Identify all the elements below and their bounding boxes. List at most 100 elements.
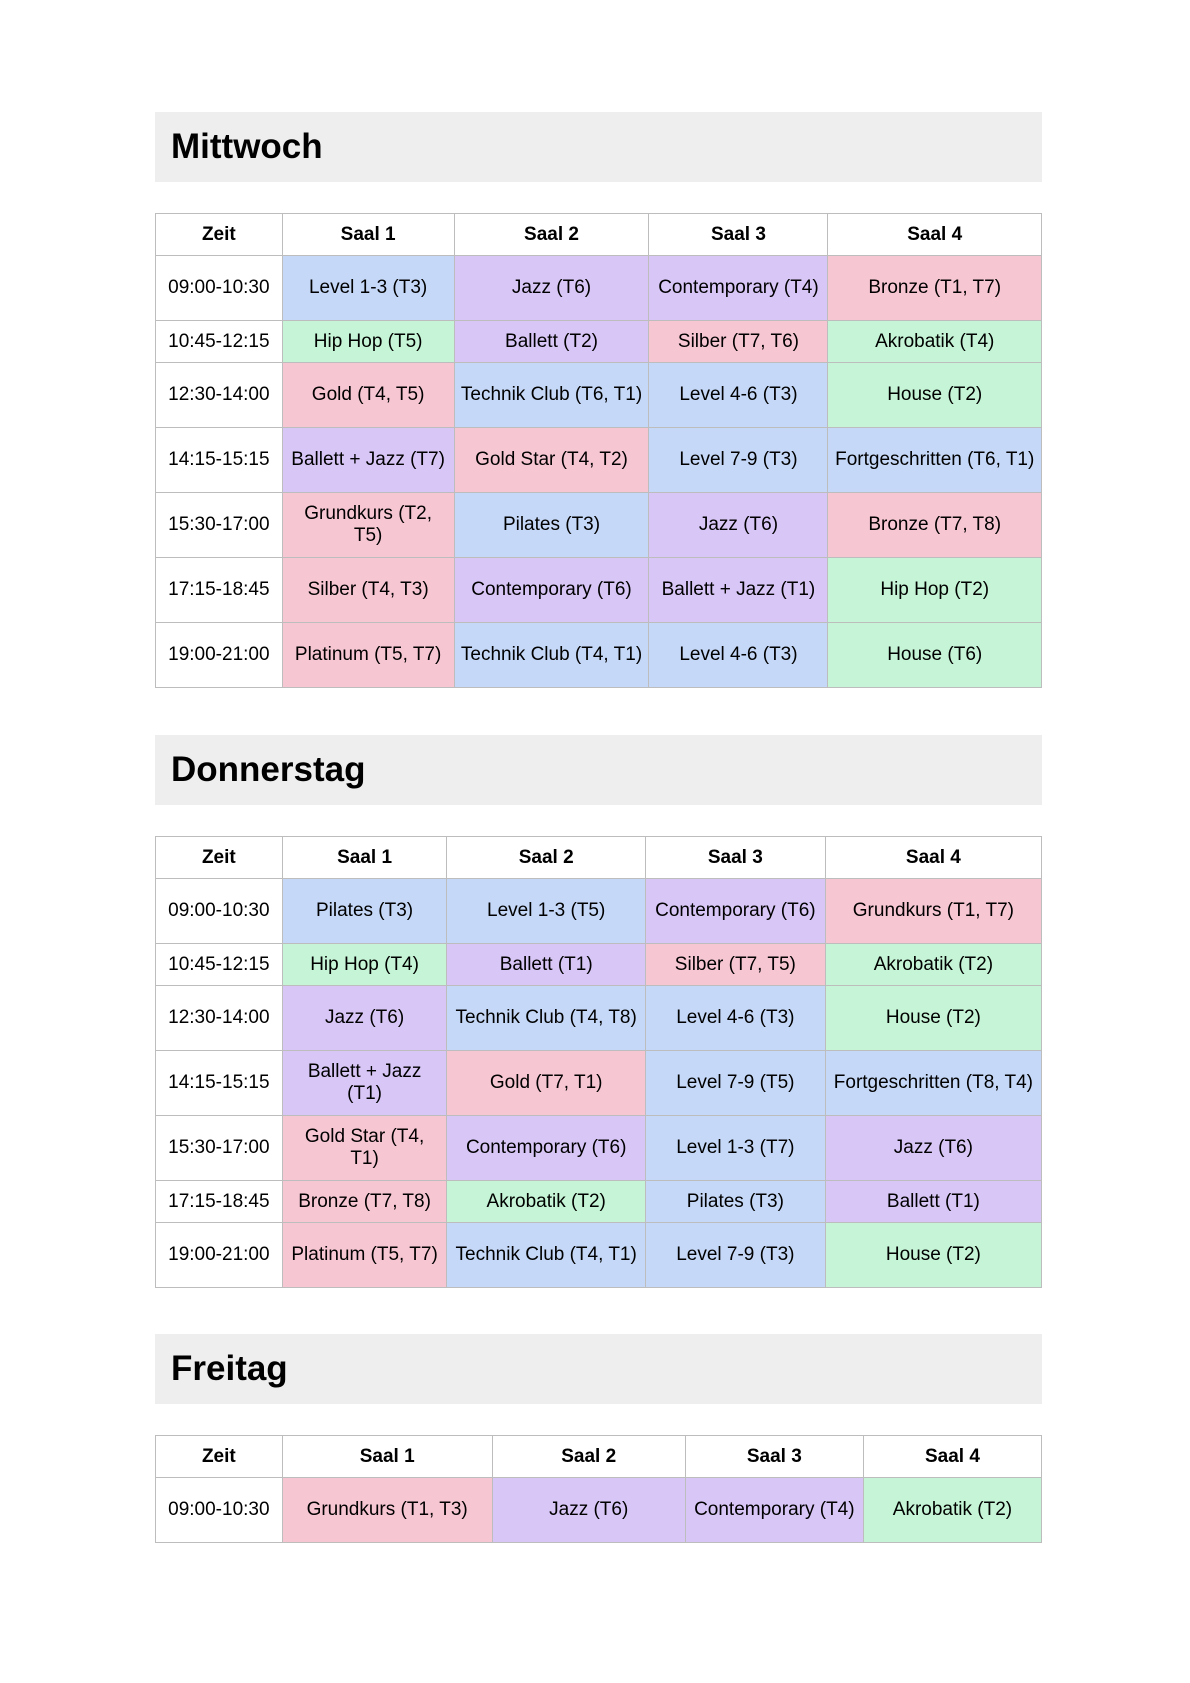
time-slot-cell: 12:30-14:00 bbox=[155, 985, 283, 1051]
class-cell: Silber (T7, T5) bbox=[644, 943, 826, 986]
class-cell: Ballett + Jazz (T1) bbox=[281, 1050, 448, 1116]
class-cell: Bronze (T7, T8) bbox=[827, 492, 1042, 558]
timetable-freitag: Zeit Saal 1 Saal 2 Saal 3 Saal 4 09:00-10:30 G… bbox=[155, 1435, 1043, 1543]
class-cell: Grundkurs (T1, T3) bbox=[281, 1477, 493, 1543]
table-row: 15:30-17:00 Gold Star (T4, T1) Contemporar… bbox=[155, 1115, 1043, 1181]
column-header-zeit: Zeit bbox=[155, 1435, 283, 1478]
day-header: Donnerstag bbox=[155, 735, 1042, 805]
class-cell: Platinum (T5, T7) bbox=[281, 622, 455, 688]
class-cell: Bronze (T1, T7) bbox=[827, 255, 1042, 321]
timetable-mittwoch: Zeit Saal 1 Saal 2 Saal 3 Saal 4 09:00-10:30 L… bbox=[155, 213, 1042, 688]
class-cell: Hip Hop (T4) bbox=[281, 943, 448, 986]
class-cell: Fortgeschritten (T8, T4) bbox=[824, 1050, 1043, 1116]
column-header-saal-4: Saal 4 bbox=[862, 1435, 1043, 1478]
day-title: Freitag bbox=[171, 1349, 288, 1388]
table-row: 15:30-17:00 Grundkurs (T2, T5) Pilates (T3… bbox=[155, 492, 1042, 558]
day-section-donnerstag: Donnerstag Zeit Saal 1 Saal 2 Saal 3 Saal 4 09… bbox=[155, 735, 1043, 1288]
table-row: 09:00-10:30 Level 1-3 (T3) Jazz (T6) Contem… bbox=[155, 255, 1042, 321]
column-header-saal-3: Saal 3 bbox=[644, 836, 826, 879]
class-cell: Level 1-3 (T5) bbox=[446, 878, 646, 944]
class-cell: Pilates (T3) bbox=[453, 492, 650, 558]
class-cell: Hip Hop (T2) bbox=[827, 557, 1042, 623]
class-cell: Bronze (T7, T8) bbox=[281, 1180, 448, 1223]
class-cell: Fortgeschritten (T6, T1) bbox=[827, 427, 1042, 493]
class-cell: Hip Hop (T5) bbox=[281, 320, 455, 363]
class-cell: Contemporary (T4) bbox=[648, 255, 829, 321]
class-cell: Jazz (T6) bbox=[491, 1477, 686, 1543]
time-slot-cell: 09:00-10:30 bbox=[155, 878, 283, 944]
timetable-donnerstag: Zeit Saal 1 Saal 2 Saal 3 Saal 4 09:00-10:30 P… bbox=[155, 836, 1043, 1288]
time-slot-cell: 10:45-12:15 bbox=[155, 943, 283, 986]
class-cell: Jazz (T6) bbox=[824, 1115, 1043, 1181]
class-cell: Akrobatik (T2) bbox=[446, 1180, 646, 1223]
class-cell: Ballett (T2) bbox=[453, 320, 650, 363]
class-cell: Technik Club (T4, T1) bbox=[446, 1222, 646, 1288]
time-slot-cell: 15:30-17:00 bbox=[155, 1115, 283, 1181]
column-header-zeit: Zeit bbox=[155, 836, 283, 879]
table-row: 19:00-21:00 Platinum (T5, T7) Technik Club… bbox=[155, 622, 1042, 688]
class-cell: Pilates (T3) bbox=[644, 1180, 826, 1223]
class-cell: Gold Star (T4, T1) bbox=[281, 1115, 448, 1181]
table-row: 10:45-12:15 Hip Hop (T5) Ballett (T2) Silbe… bbox=[155, 320, 1042, 363]
column-header-zeit: Zeit bbox=[155, 213, 283, 256]
time-slot-cell: 09:00-10:30 bbox=[155, 255, 283, 321]
day-title: Donnerstag bbox=[171, 750, 366, 789]
table-header-row: Zeit Saal 1 Saal 2 Saal 3 Saal 4 bbox=[155, 213, 1042, 256]
time-slot-cell: 19:00-21:00 bbox=[155, 1222, 283, 1288]
class-cell: Gold (T4, T5) bbox=[281, 362, 455, 428]
class-cell: Pilates (T3) bbox=[281, 878, 448, 944]
table-row: 09:00-10:30 Pilates (T3) Level 1-3 (T5) Con… bbox=[155, 878, 1043, 944]
schedule: Mittwoch Zeit Saal 1 Saal 2 Saal 3 Saal 4 09:0… bbox=[155, 112, 1043, 1543]
day-header: Freitag bbox=[155, 1334, 1042, 1404]
day-section-freitag: Freitag Zeit Saal 1 Saal 2 Saal 3 Saal 4 09:00… bbox=[155, 1334, 1043, 1543]
class-cell: Level 4-6 (T3) bbox=[644, 985, 826, 1051]
time-slot-cell: 17:15-18:45 bbox=[155, 557, 283, 623]
time-slot-cell: 09:00-10:30 bbox=[155, 1477, 283, 1543]
column-header-saal-4: Saal 4 bbox=[827, 213, 1042, 256]
class-cell: Technik Club (T4, T1) bbox=[453, 622, 650, 688]
time-slot-cell: 15:30-17:00 bbox=[155, 492, 283, 558]
day-section-mittwoch: Mittwoch Zeit Saal 1 Saal 2 Saal 3 Saal 4 09:0… bbox=[155, 112, 1042, 688]
class-cell: Platinum (T5, T7) bbox=[281, 1222, 448, 1288]
column-header-saal-2: Saal 2 bbox=[491, 1435, 686, 1478]
table-row: 12:30-14:00 Jazz (T6) Technik Club (T4, T8… bbox=[155, 985, 1043, 1051]
class-cell: House (T2) bbox=[827, 362, 1042, 428]
column-header-saal-2: Saal 2 bbox=[453, 213, 650, 256]
class-cell: Technik Club (T6, T1) bbox=[453, 362, 650, 428]
class-cell: Ballett + Jazz (T7) bbox=[281, 427, 455, 493]
column-header-saal-3: Saal 3 bbox=[684, 1435, 864, 1478]
class-cell: Ballett (T1) bbox=[446, 943, 646, 986]
class-cell: Level 7-9 (T3) bbox=[644, 1222, 826, 1288]
class-cell: Grundkurs (T2, T5) bbox=[281, 492, 455, 558]
class-cell: House (T6) bbox=[827, 622, 1042, 688]
table-header-row: Zeit Saal 1 Saal 2 Saal 3 Saal 4 bbox=[155, 836, 1043, 879]
time-slot-cell: 14:15-15:15 bbox=[155, 1050, 283, 1116]
class-cell: Jazz (T6) bbox=[453, 255, 650, 321]
time-slot-cell: 17:15-18:45 bbox=[155, 1180, 283, 1223]
column-header-saal-2: Saal 2 bbox=[446, 836, 646, 879]
class-cell: Ballett (T1) bbox=[824, 1180, 1043, 1223]
day-title: Mittwoch bbox=[171, 127, 323, 166]
class-cell: House (T2) bbox=[824, 1222, 1043, 1288]
table-row: 10:45-12:15 Hip Hop (T4) Ballett (T1) Silbe… bbox=[155, 943, 1043, 986]
class-cell: Contemporary (T6) bbox=[453, 557, 650, 623]
class-cell: Jazz (T6) bbox=[281, 985, 448, 1051]
class-cell: Akrobatik (T2) bbox=[862, 1477, 1043, 1543]
class-cell: Jazz (T6) bbox=[648, 492, 829, 558]
table-row: 19:00-21:00 Platinum (T5, T7) Technik Club… bbox=[155, 1222, 1043, 1288]
time-slot-cell: 19:00-21:00 bbox=[155, 622, 283, 688]
day-header: Mittwoch bbox=[155, 112, 1042, 182]
table-row: 09:00-10:30 Grundkurs (T1, T3) Jazz (T6) Co… bbox=[155, 1477, 1043, 1543]
class-cell: House (T2) bbox=[824, 985, 1043, 1051]
class-cell: Akrobatik (T2) bbox=[824, 943, 1043, 986]
column-header-saal-4: Saal 4 bbox=[824, 836, 1043, 879]
table-header-row: Zeit Saal 1 Saal 2 Saal 3 Saal 4 bbox=[155, 1435, 1043, 1478]
class-cell: Level 1-3 (T3) bbox=[281, 255, 455, 321]
class-cell: Gold (T7, T1) bbox=[446, 1050, 646, 1116]
time-slot-cell: 12:30-14:00 bbox=[155, 362, 283, 428]
class-cell: Technik Club (T4, T8) bbox=[446, 985, 646, 1051]
class-cell: Level 7-9 (T5) bbox=[644, 1050, 826, 1116]
time-slot-cell: 10:45-12:15 bbox=[155, 320, 283, 363]
class-cell: Grundkurs (T1, T7) bbox=[824, 878, 1043, 944]
column-header-saal-1: Saal 1 bbox=[281, 836, 448, 879]
